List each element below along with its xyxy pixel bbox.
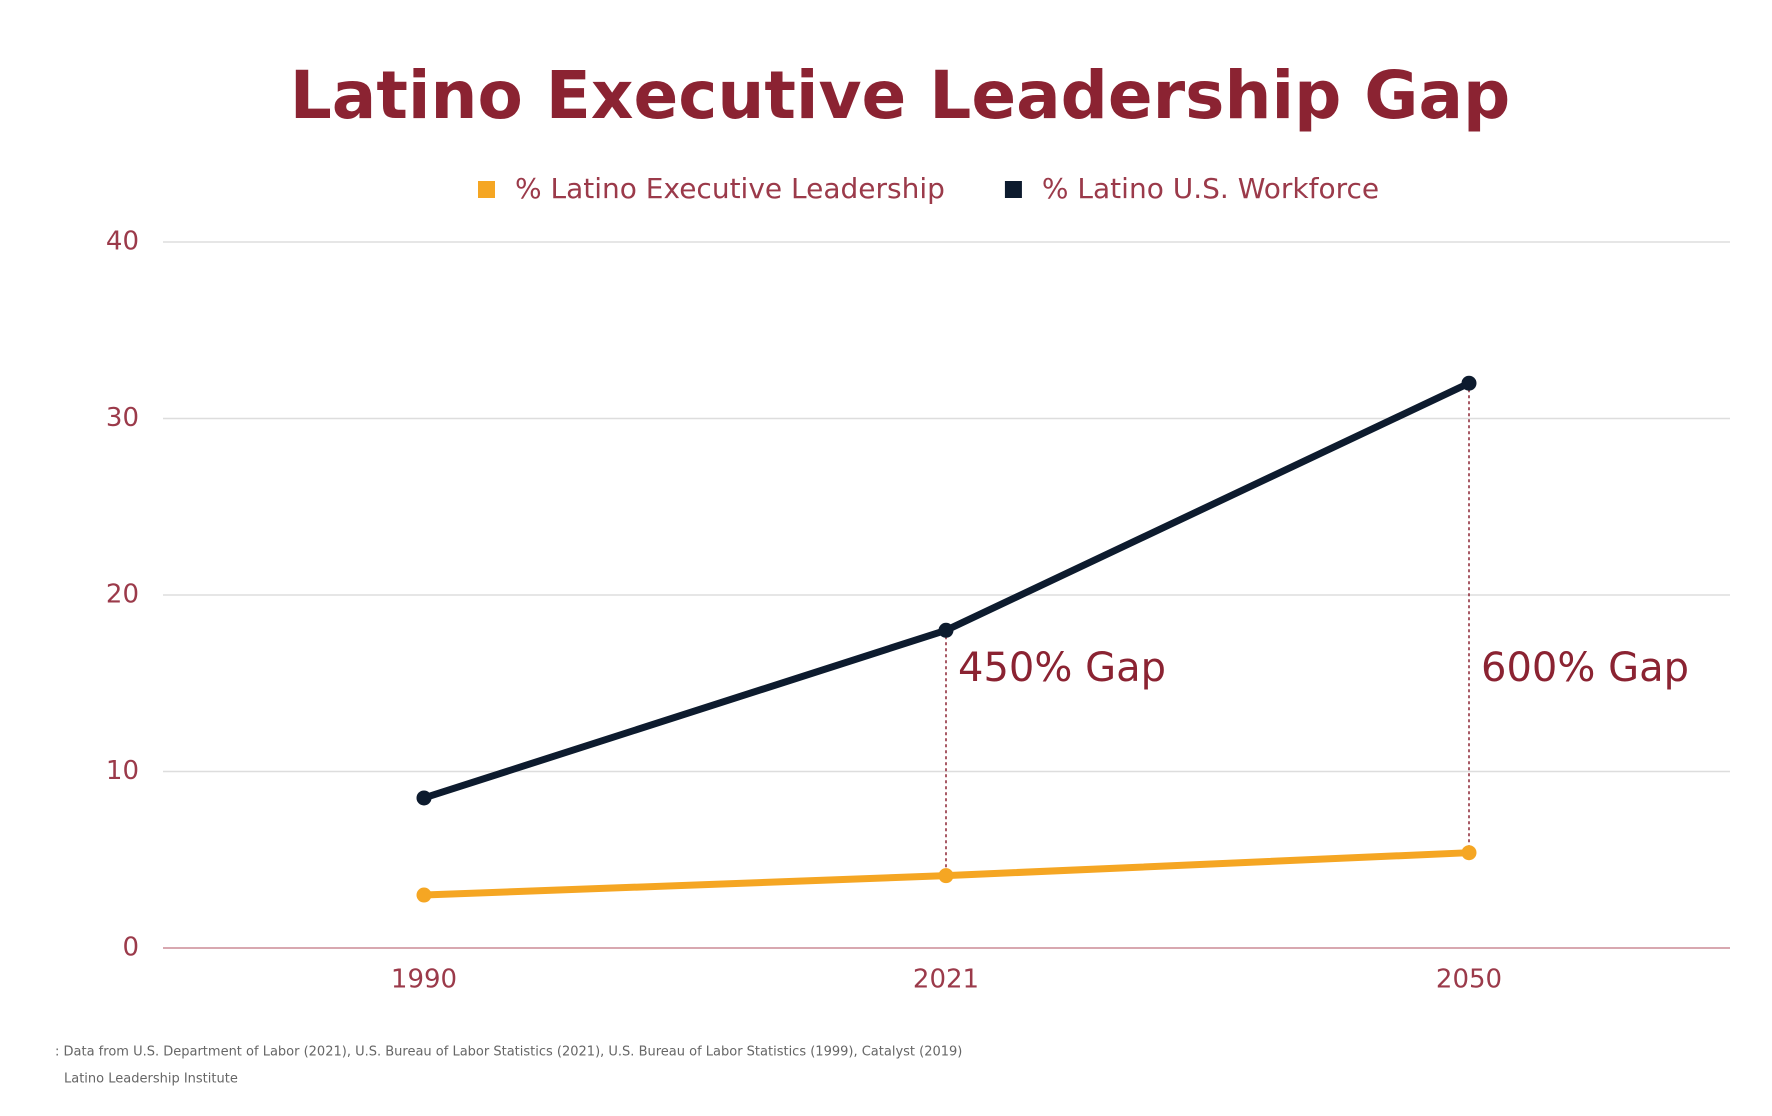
data-point	[1461, 845, 1477, 861]
chart-title: Latino Executive Leadership Gap	[290, 57, 1511, 134]
source-note: : Data from U.S. Department of Labor (20…	[55, 1045, 962, 1060]
y-tick-label: 30	[106, 403, 139, 433]
data-point	[938, 868, 954, 884]
y-tick-label: 20	[106, 580, 139, 610]
legend-swatch	[478, 181, 495, 198]
y-tick-label: 0	[122, 933, 139, 963]
series-line	[422, 380, 1471, 802]
data-point	[938, 622, 954, 638]
legend-label: % Latino Executive Leadership	[515, 172, 945, 205]
data-point	[416, 887, 432, 903]
data-point	[1461, 375, 1477, 391]
y-tick-label: 10	[106, 756, 139, 786]
x-tick-label: 2021	[913, 965, 979, 995]
legend-swatch	[1004, 181, 1022, 198]
y-tick-label: 40	[106, 227, 139, 257]
gap-annotation: 600% Gap	[1481, 645, 1689, 691]
data-point	[416, 790, 432, 806]
gap-annotation: 450% Gap	[958, 645, 1166, 691]
credit-note: Latino Leadership Institute	[64, 1072, 238, 1087]
legend-label: % Latino U.S. Workforce	[1042, 172, 1379, 205]
x-tick-label: 2050	[1436, 965, 1502, 995]
x-tick-label: 1990	[391, 965, 457, 995]
